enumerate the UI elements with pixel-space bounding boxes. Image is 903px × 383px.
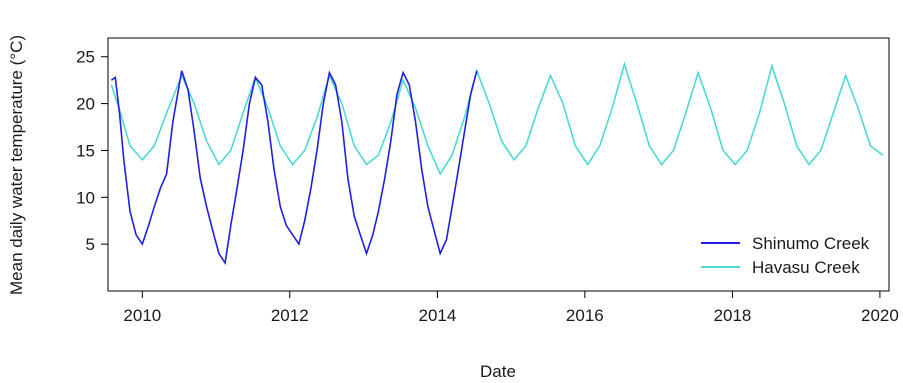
- x-tick-label: 2016: [566, 306, 604, 325]
- plot-frame: [107, 37, 890, 292]
- y-tick-label: 20: [76, 95, 95, 114]
- legend-label-shinumo-creek: Shinumo Creek: [752, 234, 870, 253]
- x-tick-label: 2018: [714, 306, 752, 325]
- y-axis-ticks: 5 10 15 20 25: [76, 48, 108, 254]
- x-axis-title: Date: [480, 362, 516, 381]
- y-axis-title: Mean daily water temperature (°C): [7, 35, 26, 295]
- y-tick-label: 5: [86, 235, 95, 254]
- y-tick-label: 15: [76, 141, 95, 160]
- x-axis-ticks: 2010 2012 2014 2016 2018 2020: [123, 291, 899, 325]
- series-line-havasu-creek: [110, 61, 884, 176]
- series-line-shinumo-creek: [110, 70, 478, 266]
- series-layer: [110, 61, 884, 266]
- legend-label-havasu-creek: Havasu Creek: [752, 258, 860, 277]
- x-tick-label: 2012: [271, 306, 309, 325]
- x-tick-label: 2014: [418, 306, 456, 325]
- x-tick-label: 2010: [123, 306, 161, 325]
- y-tick-label: 10: [76, 188, 95, 207]
- y-tick-label: 25: [76, 48, 95, 67]
- x-tick-label: 2020: [861, 306, 899, 325]
- legend: Shinumo Creek Havasu Creek: [701, 234, 870, 277]
